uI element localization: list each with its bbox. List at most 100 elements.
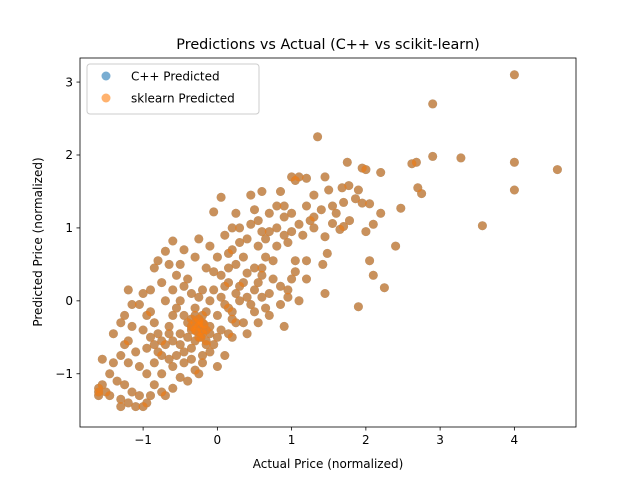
sklearn-point bbox=[175, 372, 185, 382]
y-tick-label: 3 bbox=[65, 75, 73, 89]
sklearn-point bbox=[279, 201, 289, 211]
sklearn-point bbox=[205, 241, 215, 251]
sklearn-point bbox=[246, 219, 256, 229]
sklearn-point bbox=[179, 347, 189, 357]
sklearn-point bbox=[246, 300, 256, 309]
sklearn-point bbox=[283, 238, 293, 247]
sklearn-point bbox=[257, 263, 267, 273]
sklearn-point bbox=[272, 223, 282, 233]
sklearn-point bbox=[183, 274, 193, 284]
sklearn-point bbox=[120, 380, 130, 390]
sklearn-point bbox=[365, 256, 375, 266]
sklearn-point bbox=[552, 165, 562, 175]
sklearn-point bbox=[134, 362, 144, 371]
sklearn-point bbox=[353, 185, 363, 195]
sklearn-point bbox=[142, 343, 152, 353]
sklearn-point bbox=[224, 278, 233, 288]
sklearn-point bbox=[318, 259, 328, 269]
sklearn-point bbox=[477, 221, 487, 231]
sklearn-point bbox=[238, 252, 248, 262]
sklearn-point bbox=[290, 176, 300, 185]
sklearn-point bbox=[250, 205, 259, 215]
sklearn-point bbox=[342, 157, 352, 167]
sklearn-point bbox=[337, 183, 347, 193]
sklearn-point bbox=[509, 185, 519, 195]
sklearn-point bbox=[160, 340, 170, 350]
sklearn-point bbox=[242, 268, 252, 278]
sklearn-point bbox=[242, 234, 252, 244]
sklearn-point bbox=[216, 292, 226, 302]
sklearn-point bbox=[164, 329, 174, 339]
x-tick-label: 0 bbox=[214, 433, 222, 447]
sklearn-point bbox=[339, 197, 349, 207]
sklearn-point bbox=[209, 285, 219, 295]
sklearn-point bbox=[212, 252, 222, 262]
sklearn-point bbox=[212, 310, 222, 320]
sklearn-point bbox=[257, 270, 267, 280]
sklearn-point bbox=[209, 207, 219, 217]
sklearn-point bbox=[509, 70, 519, 80]
sklearn-point bbox=[168, 336, 178, 346]
sklearn-point bbox=[320, 289, 330, 298]
sklearn-point bbox=[235, 238, 245, 247]
sklearn-point bbox=[361, 227, 371, 237]
sklearn-point bbox=[179, 358, 189, 368]
sklearn-point bbox=[396, 203, 406, 213]
sklearn-point bbox=[287, 227, 297, 237]
sklearn-point bbox=[172, 351, 181, 360]
sklearn-point bbox=[149, 318, 159, 328]
sklearn-point bbox=[183, 332, 193, 342]
sklearn-point bbox=[231, 289, 241, 298]
sklearn-point bbox=[212, 362, 222, 371]
sklearn-point bbox=[164, 354, 174, 364]
sklearn-point bbox=[224, 263, 233, 273]
sklearn-point bbox=[276, 187, 285, 196]
y-tick-label: −1 bbox=[55, 367, 73, 381]
sklearn-point bbox=[198, 351, 207, 360]
sklearn-point bbox=[138, 289, 148, 298]
sklearn-point bbox=[264, 208, 274, 218]
sklearn-point bbox=[194, 369, 204, 379]
sklearn-point bbox=[212, 332, 222, 342]
sklearn-point bbox=[231, 208, 241, 218]
sklearn-point bbox=[235, 296, 245, 306]
sklearn-point bbox=[157, 278, 167, 288]
sklearn-point bbox=[160, 246, 170, 256]
sklearn-point bbox=[201, 263, 211, 273]
sklearn-point bbox=[134, 300, 144, 309]
sklearn-point bbox=[242, 292, 252, 302]
sklearn-point bbox=[456, 153, 466, 163]
sklearn-point bbox=[264, 310, 274, 320]
sklearn-point bbox=[246, 190, 256, 200]
sklearn-point bbox=[205, 347, 215, 357]
sklearn-point bbox=[201, 307, 211, 317]
legend: C++ Predicted sklearn Predicted bbox=[86, 63, 260, 115]
sklearn-point bbox=[149, 358, 159, 368]
sklearn-point bbox=[160, 296, 170, 306]
sklearn-point bbox=[157, 387, 167, 397]
sklearn-point bbox=[175, 329, 185, 339]
sklearn-point bbox=[157, 351, 167, 360]
sklearn-point bbox=[268, 256, 278, 266]
y-axis-label: Predicted Price (normalized) bbox=[31, 157, 45, 326]
sklearn-point bbox=[302, 201, 311, 211]
sklearn-point bbox=[279, 321, 289, 331]
sklearn-point bbox=[172, 303, 181, 313]
sklearn-point bbox=[345, 216, 354, 226]
sklearn-point bbox=[127, 300, 137, 309]
sklearn-point bbox=[149, 263, 159, 273]
y-axis-ticks: −1 0 1 2 3 bbox=[55, 75, 80, 381]
sklearn-point bbox=[331, 208, 341, 218]
sklearn-point bbox=[391, 241, 401, 251]
sklearn-point bbox=[186, 354, 196, 364]
sklearn-point bbox=[242, 329, 252, 339]
sklearn-point bbox=[175, 340, 185, 350]
sklearn-point bbox=[261, 303, 271, 313]
sklearn-point bbox=[190, 252, 200, 262]
legend-box bbox=[86, 63, 260, 115]
sklearn-point bbox=[257, 292, 267, 302]
sklearn-point bbox=[302, 256, 311, 266]
sklearn-point bbox=[224, 248, 233, 258]
sklearn-point bbox=[279, 212, 289, 222]
